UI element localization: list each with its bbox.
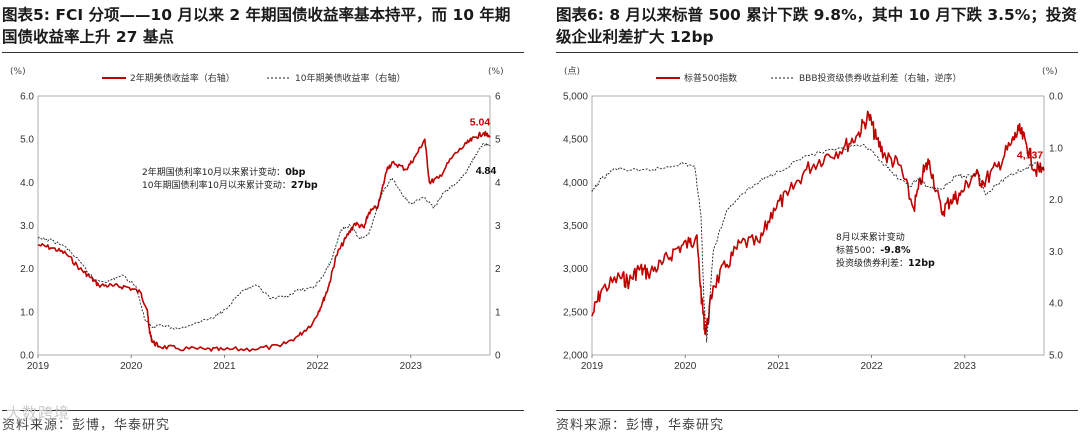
legend-label: BBB投资级债券收益利差（右轴，逆序） xyxy=(799,72,962,84)
left-axis-tick: 3,000 xyxy=(563,264,588,275)
left-axis-tick: 2.0 xyxy=(20,264,34,275)
x-axis-tick: 2021 xyxy=(213,361,236,372)
left-axis-unit: (%) xyxy=(10,67,26,77)
annotation-line: 标普500：-9.8% xyxy=(836,244,911,256)
chart-title: 图表5: FCI 分项——10 月以来 2 年期国债收益率基本持平，而 10 年… xyxy=(2,6,511,46)
right-axis-unit: (%) xyxy=(488,67,504,77)
source-note: 资料来源：彭博，华泰研究 xyxy=(556,418,725,433)
spx-spread-chart: (点) (%) 2,000 2,500 3,000 3,500 4,000 4,500 5,00… xyxy=(563,66,1063,372)
source-note: 资料来源：彭博，华泰研究 xyxy=(2,418,171,433)
left-axis-tick: 3.0 xyxy=(20,221,34,232)
legend-label: 2年期美债收益率（右轴） xyxy=(130,72,235,84)
x-axis-tick: 2023 xyxy=(400,361,423,372)
x-axis-tick: 2021 xyxy=(767,361,790,372)
end-value-label: 5.04 xyxy=(470,116,491,128)
x-axis-tick: 2022 xyxy=(860,361,883,372)
x-axis-tick: 2020 xyxy=(120,361,143,372)
source-rule xyxy=(2,410,524,411)
annotation-title: 8月以来累计变动 xyxy=(836,231,905,243)
left-axis-tick: 5.0 xyxy=(20,135,34,146)
annotation-text: 10年期国债利率10月以来累计变动： xyxy=(142,179,291,191)
left-axis-tick: 0.0 xyxy=(20,351,34,362)
right-axis-tick: 1 xyxy=(495,307,501,318)
right-axis-tick: 0.0 xyxy=(1049,92,1063,103)
annotation-line: 投资级债券利差：12bp xyxy=(836,257,935,269)
legend-label: 10年期美债收益率（右轴） xyxy=(295,72,405,84)
left-axis-tick: 4,500 xyxy=(563,135,588,146)
annotation-text: 标普500： xyxy=(836,244,880,256)
left-axis-tick: 4,000 xyxy=(563,178,588,189)
series-line-solid xyxy=(591,110,1045,336)
watermark-logo: 大数跨境 xyxy=(6,404,71,422)
series-line-solid xyxy=(37,130,491,353)
right-axis-tick: 4.0 xyxy=(1049,299,1063,310)
x-axis-tick: 2023 xyxy=(954,361,977,372)
left-axis-tick: 2,000 xyxy=(563,351,588,362)
left-axis-tick: 4.0 xyxy=(20,178,34,189)
right-axis-tick: 2 xyxy=(495,264,501,275)
annotation-text: 2年期国债利率10月以来累计变动： xyxy=(142,166,285,178)
x-axis-tick: 2019 xyxy=(27,361,50,372)
series-line-dashed xyxy=(37,142,491,330)
right-axis-tick: 1.0 xyxy=(1049,143,1063,154)
left-axis-tick: 3,500 xyxy=(563,221,588,232)
plot-frame xyxy=(591,95,1045,356)
x-axis-tick: 2019 xyxy=(581,361,604,372)
left-axis-tick: 6.0 xyxy=(20,92,34,103)
fci-yield-chart: (%) (%) 0.0 1.0 2.0 3.0 4.0 5.0 6.0 0 1 2 3 4 5 6 2019 20… xyxy=(10,67,504,372)
x-axis-tick: 2022 xyxy=(306,361,329,372)
right-axis-unit: (%) xyxy=(1042,67,1058,77)
title-rule xyxy=(556,52,1078,53)
right-axis-tick: 3.0 xyxy=(1049,247,1063,258)
chart-panel-fci: 图表5: FCI 分项——10 月以来 2 年期国债收益率基本持平，而 10 年… xyxy=(2,0,527,435)
title-rule xyxy=(2,52,524,53)
source-rule xyxy=(556,410,1078,411)
plot-frame xyxy=(37,95,491,356)
right-axis-tick: 3 xyxy=(495,221,501,232)
right-axis-tick: 5 xyxy=(495,135,501,146)
chart-panel-spx: 图表6: 8 月以来标普 500 累计下跌 9.8%，其中 10 月下跌 3.5… xyxy=(556,0,1080,435)
annotation-line: 2年期国债利率10月以来累计变动：0bp xyxy=(142,166,306,178)
right-axis-tick: 4 xyxy=(495,178,501,189)
end-value-label: 4.84 xyxy=(476,165,497,177)
annotation-value: 12bp xyxy=(908,258,935,269)
annotation-value: -9.8% xyxy=(880,245,911,256)
right-axis-tick: 0 xyxy=(495,351,501,362)
left-axis-unit: (点) xyxy=(564,66,580,77)
annotation-line: 10年期国债利率10月以来累计变动：27bp xyxy=(142,179,318,191)
chart-title: 图表6: 8 月以来标普 500 累计下跌 9.8%，其中 10 月下跌 3.5… xyxy=(556,6,1077,46)
annotation-value: 0bp xyxy=(285,167,305,178)
x-axis-tick: 2020 xyxy=(674,361,697,372)
left-axis-tick: 2,500 xyxy=(563,307,588,318)
right-axis-tick: 6 xyxy=(495,92,501,103)
end-value-label: 4,137 xyxy=(1017,150,1043,162)
series-line-dashed xyxy=(591,143,1045,343)
left-axis-tick: 1.0 xyxy=(20,307,34,318)
annotation-text: 投资级债券利差： xyxy=(836,257,908,269)
legend-label: 标普500指数 xyxy=(684,72,737,84)
right-axis-tick: 2.0 xyxy=(1049,195,1063,206)
right-axis-tick: 5.0 xyxy=(1049,351,1063,362)
annotation-value: 27bp xyxy=(291,180,318,191)
left-axis-tick: 5,000 xyxy=(563,92,588,103)
